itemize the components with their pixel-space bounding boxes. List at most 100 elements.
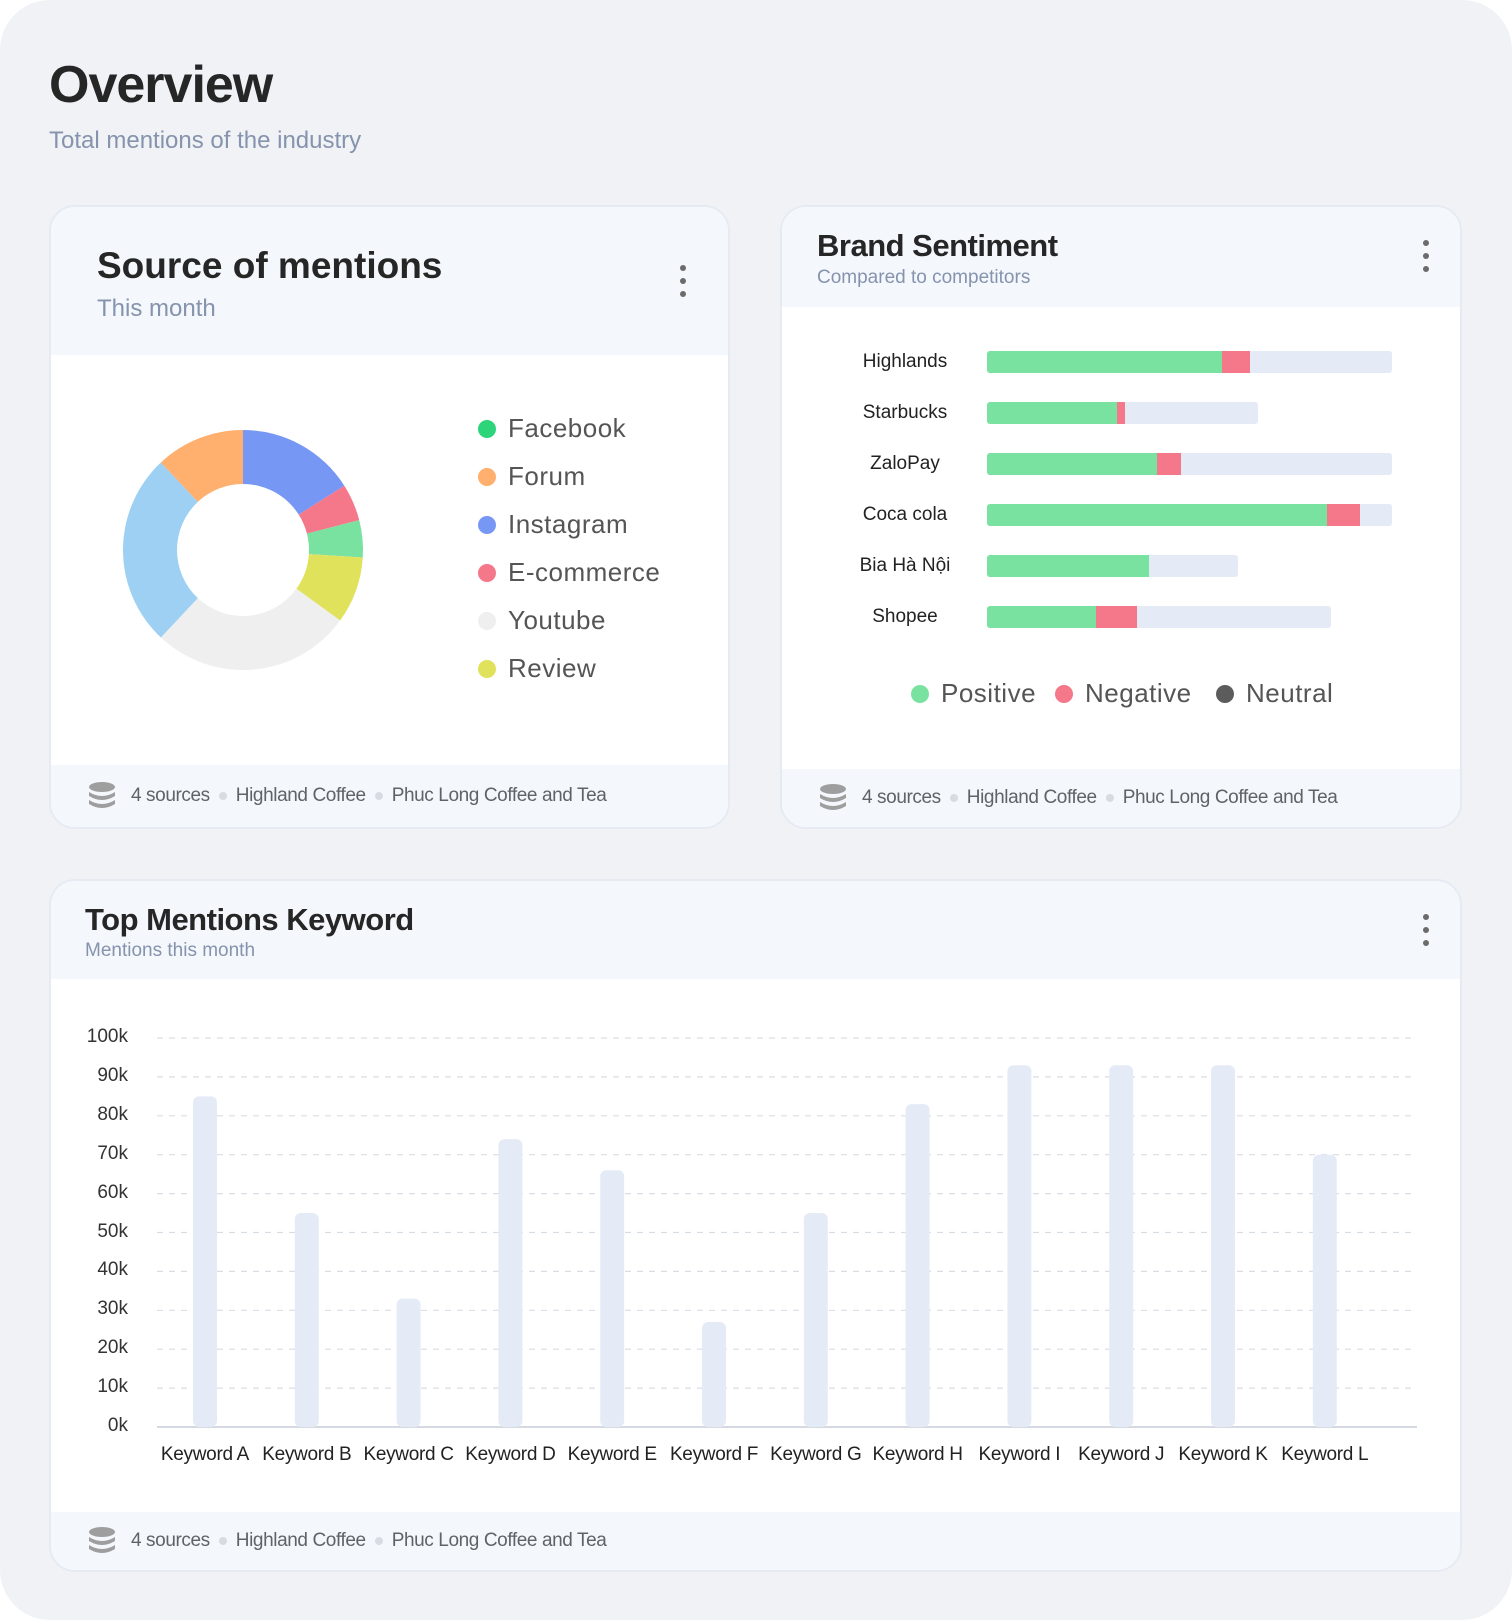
legend-label: Negative: [1085, 678, 1192, 708]
donut-slice-e-commerce: [298, 485, 360, 534]
legend-label: Youtube: [508, 605, 606, 635]
legend-dot: [478, 563, 496, 582]
source-brand-2: Phuc Long Coffee and Tea: [391, 1530, 607, 1551]
legend-label: Forum: [508, 461, 586, 491]
donut-slice-forum: [160, 430, 243, 502]
donut-slice-facebook: [306, 520, 363, 558]
legend-item-instagram: Instagram: [478, 509, 628, 540]
sentiment-segment-neutral: [1124, 402, 1259, 424]
sentiment-bar-bia-ha-noi: [987, 555, 1239, 577]
x-tick-label: Keyword C: [363, 1444, 454, 1465]
bar-keyword-b: [294, 1213, 319, 1427]
sentiment-segment-neutral: [1359, 504, 1392, 526]
card-title: Top Mentions Keyword: [85, 902, 414, 937]
source-brand-2: Phuc Long Coffee and Tea: [391, 785, 607, 806]
legend-label: Review: [508, 653, 597, 683]
card-header: Brand Sentiment Compared to competitors: [782, 207, 1460, 307]
legend-item-neutral: Neutral: [1216, 678, 1333, 709]
y-tick-label: 100k: [86, 1026, 128, 1047]
donut-slice-other: [122, 462, 198, 638]
brand-label-starbucks: Starbucks: [862, 402, 948, 423]
legend-item-review: Review: [478, 653, 596, 684]
card-footer: 4 sources Highland Coffee Phuc Long Coff…: [51, 1512, 1460, 1570]
more-options-icon[interactable]: [1419, 238, 1433, 274]
y-tick-label: 80k: [97, 1103, 128, 1125]
bar-keyword-l: [1312, 1154, 1337, 1427]
sentiment-bar-starbucks: [987, 402, 1259, 424]
bar-keyword-d: [498, 1139, 523, 1427]
x-tick-label: Keyword A: [160, 1444, 250, 1465]
bar-keyword-a: [193, 1096, 217, 1427]
legend-item-youtube: Youtube: [478, 605, 606, 636]
legend-item-forum: Forum: [478, 461, 586, 492]
source-brand-1: Highland Coffee: [235, 785, 366, 806]
keyword-chart-svg: [157, 1037, 1417, 1428]
x-tick-label: Keyword B: [262, 1444, 352, 1465]
database-icon: [89, 782, 115, 808]
page-title: Overview: [49, 56, 273, 114]
separator-dot: [1105, 794, 1114, 802]
bar-keyword-i: [1007, 1065, 1032, 1427]
sentiment-segment-neutral: [1136, 606, 1332, 628]
sources-count: 4 sources: [131, 785, 210, 806]
legend-item-facebook: Facebook: [478, 413, 626, 444]
x-tick-label: Keyword D: [465, 1444, 556, 1465]
source-of-mentions-card: Source of mentions This month Facebook Fo…: [49, 205, 730, 829]
sentiment-bar-shopee: [987, 606, 1332, 628]
donut-slice-instagram: [243, 430, 345, 515]
legend-label: Neutral: [1246, 678, 1334, 708]
bar-keyword-e: [600, 1170, 625, 1427]
separator-dot: [374, 1537, 383, 1545]
legend-dot: [1055, 684, 1073, 703]
donut-slice-youtube: [160, 588, 341, 670]
x-tick-label: Keyword K: [1178, 1444, 1268, 1465]
sentiment-segment-neutral: [1181, 453, 1392, 475]
y-tick-label: 40k: [97, 1259, 128, 1281]
sentiment-segment-neutral: [1149, 555, 1239, 577]
brand-sentiment-card: Brand Sentiment Compared to competitors …: [780, 205, 1462, 829]
more-options-icon[interactable]: [676, 263, 690, 299]
sentiment-segment-positive: [987, 606, 1097, 628]
database-icon: [820, 784, 846, 810]
sentiment-segment-positive: [987, 453, 1158, 475]
legend-dot: [911, 684, 929, 703]
x-tick-label: Keyword F: [669, 1444, 759, 1465]
brand-label-shopee: Shopee: [872, 606, 938, 627]
y-tick-label: 90k: [97, 1064, 128, 1086]
card-subtitle: This month: [97, 295, 216, 322]
more-options-icon[interactable]: [1419, 912, 1433, 948]
x-tick-label: Keyword L: [1281, 1444, 1369, 1465]
separator-dot: [218, 1537, 227, 1545]
y-tick-label: 60k: [97, 1181, 128, 1203]
source-brand-2: Phuc Long Coffee and Tea: [1122, 787, 1338, 808]
sources-count: 4 sources: [131, 1530, 210, 1551]
top-mentions-keyword-card: Top Mentions Keyword Mentions this month…: [49, 879, 1462, 1572]
legend-label: Facebook: [508, 413, 627, 443]
legend-dot: [478, 419, 496, 438]
brand-label-zalopay: ZaloPay: [870, 453, 940, 474]
bar-keyword-c: [396, 1298, 421, 1427]
bar-keyword-g: [803, 1213, 828, 1427]
sentiment-segment-negative: [1096, 606, 1137, 628]
card-footer: 4 sources Highland Coffee Phuc Long Coff…: [782, 769, 1460, 827]
x-tick-label: Keyword I: [978, 1444, 1061, 1465]
sentiment-segment-neutral: [1250, 351, 1392, 373]
y-tick-label: 50k: [97, 1220, 128, 1242]
card-footer: 4 sources Highland Coffee Phuc Long Coff…: [51, 765, 728, 827]
sources-count: 4 sources: [862, 787, 941, 808]
donut-slice-review: [296, 554, 363, 621]
legend-dot: [478, 515, 496, 534]
y-tick-label: 70k: [97, 1142, 128, 1164]
legend-item-negative: Negative: [1055, 678, 1192, 709]
bar-keyword-j: [1109, 1065, 1134, 1427]
source-brand-1: Highland Coffee: [966, 787, 1097, 808]
card-header: Source of mentions This month: [51, 207, 728, 355]
separator-dot: [374, 792, 383, 800]
legend-dot: [478, 467, 496, 486]
page-subtitle: Total mentions of the industry: [49, 127, 362, 154]
sentiment-bar-zalopay: [987, 453, 1392, 475]
y-tick-label: 10k: [97, 1376, 128, 1398]
card-title: Source of mentions: [97, 245, 443, 286]
y-tick-label: 0k: [107, 1415, 128, 1436]
